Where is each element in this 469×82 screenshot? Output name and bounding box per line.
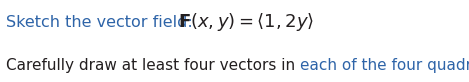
Text: Carefully draw at least four vectors in: Carefully draw at least four vectors in (6, 58, 300, 73)
Text: $\mathbf{F}(x, y) = \langle 1, 2y \rangle$: $\mathbf{F}(x, y) = \langle 1, 2y \rangl… (178, 11, 314, 33)
Text: each of the four quadrants: each of the four quadrants (300, 58, 469, 73)
Text: Sketch the vector field:: Sketch the vector field: (6, 15, 193, 30)
